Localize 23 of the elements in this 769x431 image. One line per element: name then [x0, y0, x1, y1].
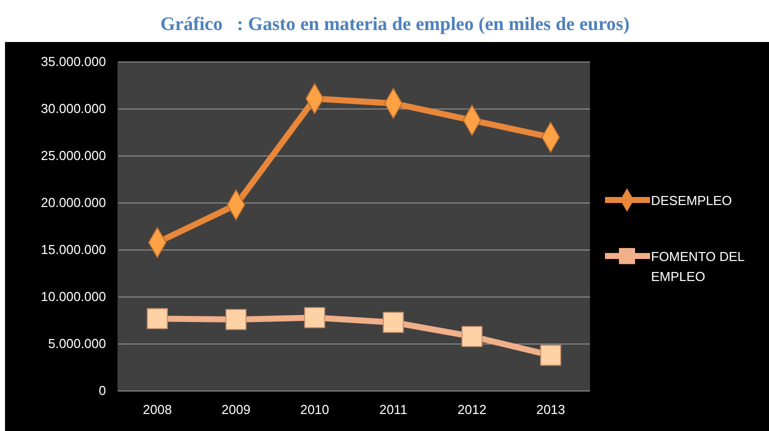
legend-label: FOMENTO DEL EMPLEO	[651, 249, 745, 284]
x-tick-label: 2013	[536, 402, 566, 418]
y-tick-label: 35.000.000	[40, 54, 106, 70]
x-tick-label: 2011	[379, 402, 408, 418]
point	[146, 308, 168, 330]
y-tick-label: 5.000.000	[48, 336, 106, 352]
point	[226, 309, 246, 330]
x-tick-label: 2009	[222, 402, 250, 418]
point	[304, 307, 326, 328]
x-tick-label: 2012	[458, 402, 486, 418]
y-tick-label: 20.000.000	[40, 195, 106, 210]
y-tick-label: 0	[98, 383, 106, 398]
x-tick-label: 2008	[142, 402, 172, 418]
legend-label: DESEMPLEO	[651, 193, 732, 208]
point	[462, 326, 482, 347]
y-tick-label: 15.000.000	[40, 242, 106, 258]
y-tick-label: 10.000.000	[40, 289, 106, 304]
y-tick-label: 25.000.000	[40, 148, 106, 164]
point	[540, 344, 562, 366]
x-tick-label: 2010	[300, 402, 330, 418]
chart-title: Gráfico : Gasto en materia de empleo (en miles de euros)	[160, 14, 630, 35]
y-tick-label: 30.000.000	[40, 101, 106, 116]
point	[382, 312, 404, 333]
